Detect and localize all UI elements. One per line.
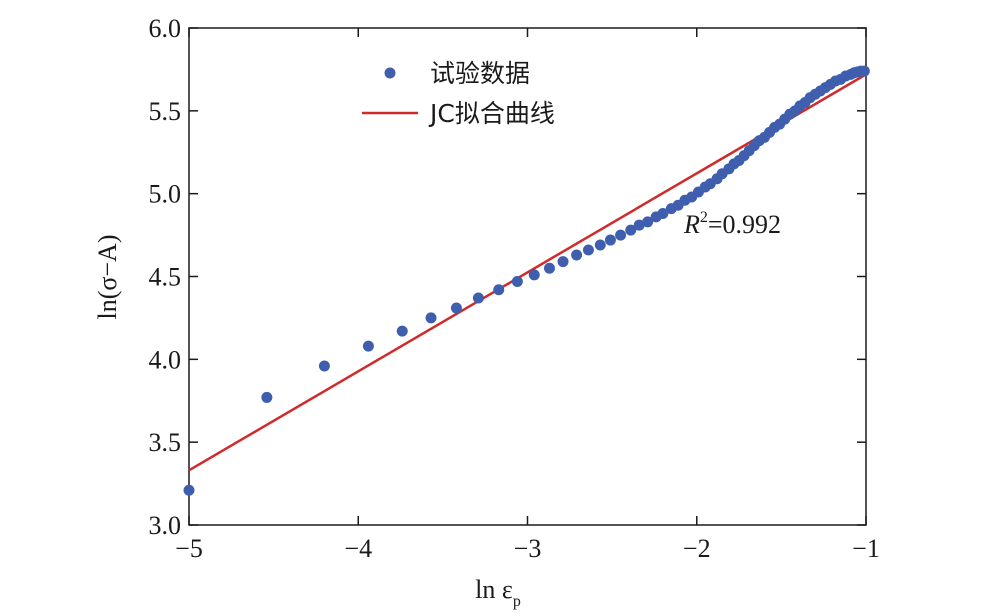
data-point xyxy=(450,302,462,314)
data-point xyxy=(615,229,627,241)
data-point xyxy=(472,292,484,304)
data-point xyxy=(625,224,637,236)
r-squared-annotation: R2=0.992 xyxy=(683,209,781,239)
data-point xyxy=(511,275,523,287)
y-tick-label: 3.0 xyxy=(149,511,182,540)
legend-label-scatter: 试验数据 xyxy=(430,59,530,88)
y-tick-label: 6.0 xyxy=(149,14,182,43)
y-axis-ticks: 3.0 3.5 4.0 4.5 5.0 5.5 6.0 xyxy=(149,14,866,540)
data-point xyxy=(318,360,330,372)
legend-marker-scatter xyxy=(384,67,396,79)
y-axis-label: ln(σ−A) xyxy=(93,235,122,320)
scatter-points xyxy=(183,65,870,496)
y-tick-label: 4.5 xyxy=(149,263,182,292)
x-tick-label: −5 xyxy=(175,534,203,563)
r-symbol: R xyxy=(683,210,700,239)
data-point xyxy=(633,219,645,231)
data-point xyxy=(183,484,195,496)
data-point xyxy=(396,325,408,337)
data-point xyxy=(604,234,616,246)
r-superscript: 2 xyxy=(700,209,708,226)
data-point xyxy=(557,256,569,268)
x-tick-label: −4 xyxy=(344,534,372,563)
data-point xyxy=(657,208,669,220)
x-axis-ticks: −5 −4 −3 −2 −1 xyxy=(175,28,880,563)
y-tick-label: 5.0 xyxy=(149,180,182,209)
legend-label-line: JC拟合曲线 xyxy=(428,99,555,128)
data-point xyxy=(642,216,654,228)
y-tick-label: 4.0 xyxy=(149,345,182,374)
x-axis-label-main: ln ε xyxy=(475,575,513,604)
r-value: =0.992 xyxy=(708,210,781,239)
data-point xyxy=(493,284,505,296)
data-point xyxy=(528,269,540,281)
y-tick-label: 3.5 xyxy=(149,428,182,457)
data-point xyxy=(594,239,606,251)
data-point xyxy=(544,262,556,274)
data-point xyxy=(858,65,870,77)
data-point xyxy=(362,340,374,352)
x-tick-label: −2 xyxy=(683,534,711,563)
x-tick-label: −1 xyxy=(852,534,880,563)
data-point xyxy=(571,249,583,261)
data-point xyxy=(582,244,594,256)
x-tick-label: −3 xyxy=(514,534,542,563)
y-tick-label: 5.5 xyxy=(149,97,182,126)
x-axis-label: ln εp xyxy=(475,575,521,610)
data-point xyxy=(425,312,437,324)
data-point xyxy=(261,391,273,403)
x-axis-label-sub: p xyxy=(513,593,521,610)
legend: 试验数据 JC拟合曲线 xyxy=(362,59,555,128)
